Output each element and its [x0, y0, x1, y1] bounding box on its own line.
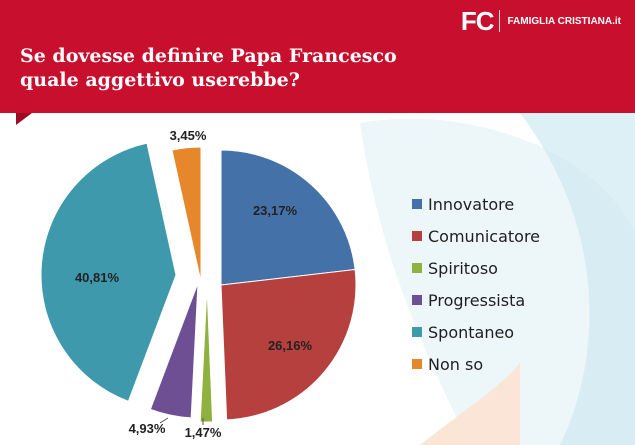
pie-slice-comunicatore[interactable]: [220, 268, 357, 421]
pie-label-progressista: 4,93%: [129, 421, 166, 436]
pie-labels: 23,17% 26,16% 1,47% 4,93% 40,81% 3,45%: [75, 128, 313, 440]
legend-label-spiritoso: Spiritoso: [428, 259, 498, 278]
pie-slices: [40, 142, 357, 423]
pie-slice-non-so[interactable]: [171, 146, 202, 283]
legend-swatch-non-so: [412, 359, 422, 369]
background-peach-shape: [420, 363, 520, 445]
legend-label-non-so: Non so: [428, 355, 483, 374]
pie-label-comunicatore: 26,16%: [268, 338, 313, 353]
legend-swatch-spiritoso: [412, 263, 422, 273]
background-wave-light: [520, 113, 635, 445]
chart-title-line-2: quale aggettivo userebbe?: [20, 69, 300, 91]
header-bar: Se dovesse definire Papa Francesco quale…: [0, 0, 635, 113]
pie-label-non-so: 3,45%: [170, 128, 207, 143]
pie-label-spontaneo: 40,81%: [75, 270, 120, 285]
logo-divider: [499, 10, 501, 32]
legend-swatch-progressista: [412, 295, 422, 305]
legend-label-comunicatore: Comunicatore: [428, 227, 540, 246]
chart-title-line-1: Se dovesse definire Papa Francesco: [20, 45, 397, 67]
background-decoration: [360, 113, 635, 445]
background-wave: [360, 118, 635, 445]
legend-label-innovatore: Innovatore: [428, 195, 514, 214]
logo-name: FAMIGLIA CRISTIANA.it: [507, 15, 621, 27]
pie-slice-spiritoso[interactable]: [199, 286, 214, 423]
legend-swatch-innovatore: [412, 199, 422, 209]
logo-mark: FC: [460, 5, 495, 36]
legend-swatch-spontaneo: [412, 327, 422, 337]
chart-legend: Innovatore Comunicatore Spiritoso Progressi…: [412, 195, 540, 374]
header-fold-corner: [16, 113, 32, 125]
pie-label-spiritoso: 1,47%: [185, 425, 222, 440]
pie-label-innovatore: 23,17%: [253, 203, 298, 218]
chart-title: Se dovesse definire Papa Francesco quale…: [20, 44, 440, 92]
pie-leader-line-progressista: [159, 417, 169, 424]
legend-swatch-comunicatore: [412, 231, 422, 241]
famiglia-cristiana-logo[interactable]: FC FAMIGLIA CRISTIANA.it: [460, 5, 621, 36]
legend-label-progressista: Progressista: [428, 291, 525, 310]
pie-slice-innovatore[interactable]: [220, 149, 356, 286]
pie-slice-progressista[interactable]: [149, 282, 199, 419]
legend-label-spontaneo: Spontaneo: [428, 323, 514, 342]
pie-slice-spontaneo[interactable]: [40, 142, 177, 402]
